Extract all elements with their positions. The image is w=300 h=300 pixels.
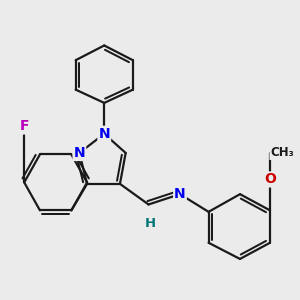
Text: O: O — [264, 172, 276, 186]
Text: CH₃: CH₃ — [270, 146, 294, 159]
Text: N: N — [174, 187, 186, 201]
Text: H: H — [144, 217, 155, 230]
Text: F: F — [20, 119, 29, 134]
Text: N: N — [74, 146, 85, 160]
Text: N: N — [98, 127, 110, 141]
